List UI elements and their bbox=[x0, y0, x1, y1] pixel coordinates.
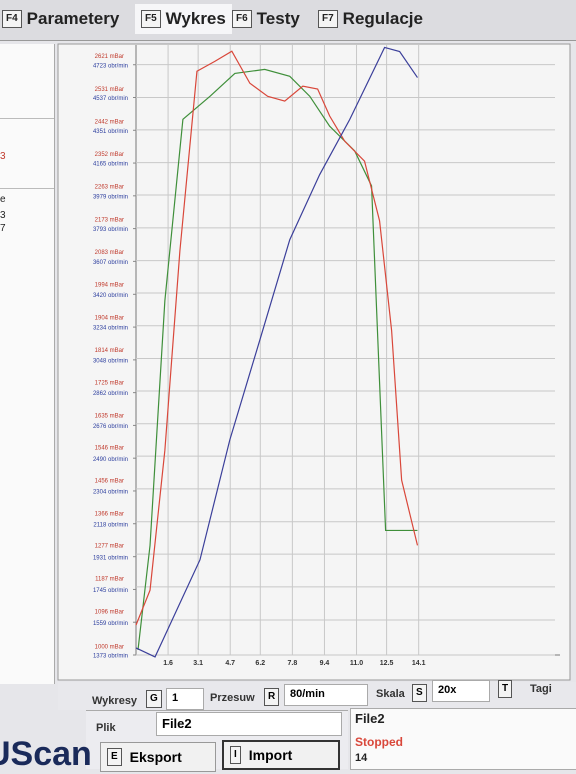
y-tick-label: 1096 mBar bbox=[95, 610, 124, 616]
y-tick-label: 1456 mBar bbox=[95, 479, 124, 485]
x-tick-label: 11.0 bbox=[350, 660, 363, 667]
y-tick-label: 1904 mBar bbox=[95, 315, 124, 321]
panel-text: 3 bbox=[0, 210, 6, 221]
button-key: E bbox=[107, 748, 122, 766]
y2-tick-label: 4351 obr/min bbox=[93, 129, 128, 135]
status-file: File2 bbox=[355, 711, 385, 726]
y-tick-label: 1814 mBar bbox=[95, 348, 124, 354]
tab-label: Testy bbox=[256, 9, 300, 28]
x-tick-label: 6.2 bbox=[255, 660, 265, 667]
y2-tick-label: 1931 obr/min bbox=[93, 555, 128, 561]
button-label: Import bbox=[248, 747, 293, 763]
y2-tick-label: 1373 obr/min bbox=[93, 654, 128, 660]
control-label: Skala bbox=[376, 688, 405, 700]
tab-key: F6 bbox=[232, 10, 252, 28]
tab[interactable]: F7 Regulacje bbox=[318, 4, 423, 34]
export-button[interactable]: E Eksport bbox=[100, 742, 216, 772]
y2-tick-label: 3607 obr/min bbox=[93, 260, 128, 266]
y2-tick-label: 2676 obr/min bbox=[93, 424, 128, 430]
status-count: 14 bbox=[355, 752, 368, 764]
tab-key: F7 bbox=[318, 10, 338, 28]
y2-tick-label: 4537 obr/min bbox=[93, 96, 128, 102]
x-tick-label: 1.6 bbox=[163, 660, 173, 667]
tab-label: Regulacje bbox=[342, 9, 423, 28]
dropdown[interactable]: 80/min bbox=[284, 684, 368, 706]
y2-tick-label: 3234 obr/min bbox=[93, 326, 128, 332]
y2-tick-label: 1559 obr/min bbox=[93, 621, 128, 627]
tab-active[interactable]: F5 Wykres bbox=[135, 4, 232, 34]
status-state: Stopped bbox=[355, 735, 403, 749]
x-tick-label: 3.1 bbox=[193, 660, 203, 667]
y2-tick-label: 3793 obr/min bbox=[93, 227, 128, 233]
y-tick-label: 1187 mBar bbox=[95, 576, 124, 582]
tab-key: F4 bbox=[2, 10, 22, 28]
x-tick-label: 9.4 bbox=[320, 660, 330, 667]
brand: UScan bbox=[0, 735, 92, 773]
panel-text: e bbox=[0, 194, 6, 205]
panel-text: 7 bbox=[0, 223, 6, 234]
y2-tick-label: 2490 obr/min bbox=[93, 457, 128, 463]
file-dropdown[interactable]: File2 bbox=[156, 712, 342, 736]
tab[interactable]: F6 Testy bbox=[232, 4, 300, 34]
y-tick-label: 1635 mBar bbox=[95, 413, 124, 419]
y-tick-label: 1546 mBar bbox=[95, 446, 124, 452]
y-tick-label: 1277 mBar bbox=[95, 544, 124, 550]
button-label: Eksport bbox=[129, 749, 182, 765]
y-tick-label: 1366 mBar bbox=[95, 511, 124, 517]
divider bbox=[0, 188, 54, 189]
tab-key: F5 bbox=[141, 10, 161, 28]
series-line bbox=[135, 46, 418, 658]
x-tick-label: 12.5 bbox=[380, 660, 394, 667]
y-tick-label: 2173 mBar bbox=[95, 217, 124, 223]
y-tick-label: 2263 mBar bbox=[95, 185, 124, 191]
tab-bar bbox=[0, 0, 576, 41]
dropdown[interactable]: 20x bbox=[432, 680, 490, 702]
control-key: R bbox=[264, 688, 280, 706]
control-label[interactable]: Tagi bbox=[530, 683, 552, 695]
tab-label: Parametery bbox=[26, 9, 120, 28]
x-tick-label: 14.1 bbox=[412, 660, 426, 667]
y-tick-label: 2352 mBar bbox=[95, 152, 124, 158]
panel-text: 3 bbox=[0, 151, 6, 162]
chart-frame bbox=[57, 43, 571, 681]
y2-tick-label: 4723 obr/min bbox=[93, 63, 128, 69]
tab[interactable]: F4 Parametery bbox=[2, 4, 119, 34]
y-tick-label: 2531 mBar bbox=[95, 87, 124, 93]
y-tick-label: 1725 mBar bbox=[95, 381, 124, 387]
y2-tick-label: 4165 obr/min bbox=[93, 162, 128, 168]
control-key: G bbox=[146, 690, 162, 708]
divider bbox=[0, 118, 54, 119]
control-key[interactable]: T bbox=[498, 680, 513, 698]
y-tick-label: 2442 mBar bbox=[95, 119, 124, 125]
y2-tick-label: 3979 obr/min bbox=[93, 194, 128, 200]
y-tick-label: 2621 mBar bbox=[95, 54, 124, 60]
control-label: Wykresy bbox=[92, 695, 138, 707]
x-tick-label: 7.8 bbox=[288, 660, 298, 667]
import-button[interactable]: I Import bbox=[222, 740, 340, 770]
y-tick-label: 2083 mBar bbox=[95, 250, 124, 256]
y2-tick-label: 2862 obr/min bbox=[93, 391, 128, 397]
left-panel: 3 e 3 7 bbox=[0, 44, 55, 684]
control-key: S bbox=[412, 684, 427, 702]
button-key: I bbox=[230, 746, 241, 764]
file-label: Plik bbox=[96, 722, 116, 734]
x-tick-label: 4.7 bbox=[225, 660, 235, 667]
y2-tick-label: 1745 obr/min bbox=[93, 588, 128, 594]
y2-tick-label: 2304 obr/min bbox=[93, 490, 128, 496]
tab-label: Wykres bbox=[165, 9, 226, 28]
control-label: Przesuw bbox=[210, 692, 255, 704]
series-line bbox=[135, 50, 419, 626]
y-tick-label: 1000 mBar bbox=[95, 645, 124, 651]
y2-tick-label: 3048 obr/min bbox=[93, 358, 128, 364]
y2-tick-label: 3420 obr/min bbox=[93, 293, 128, 299]
y-tick-label: 1994 mBar bbox=[95, 283, 124, 289]
dropdown[interactable]: 1 bbox=[166, 688, 204, 710]
y2-tick-label: 2118 obr/min bbox=[93, 522, 128, 528]
